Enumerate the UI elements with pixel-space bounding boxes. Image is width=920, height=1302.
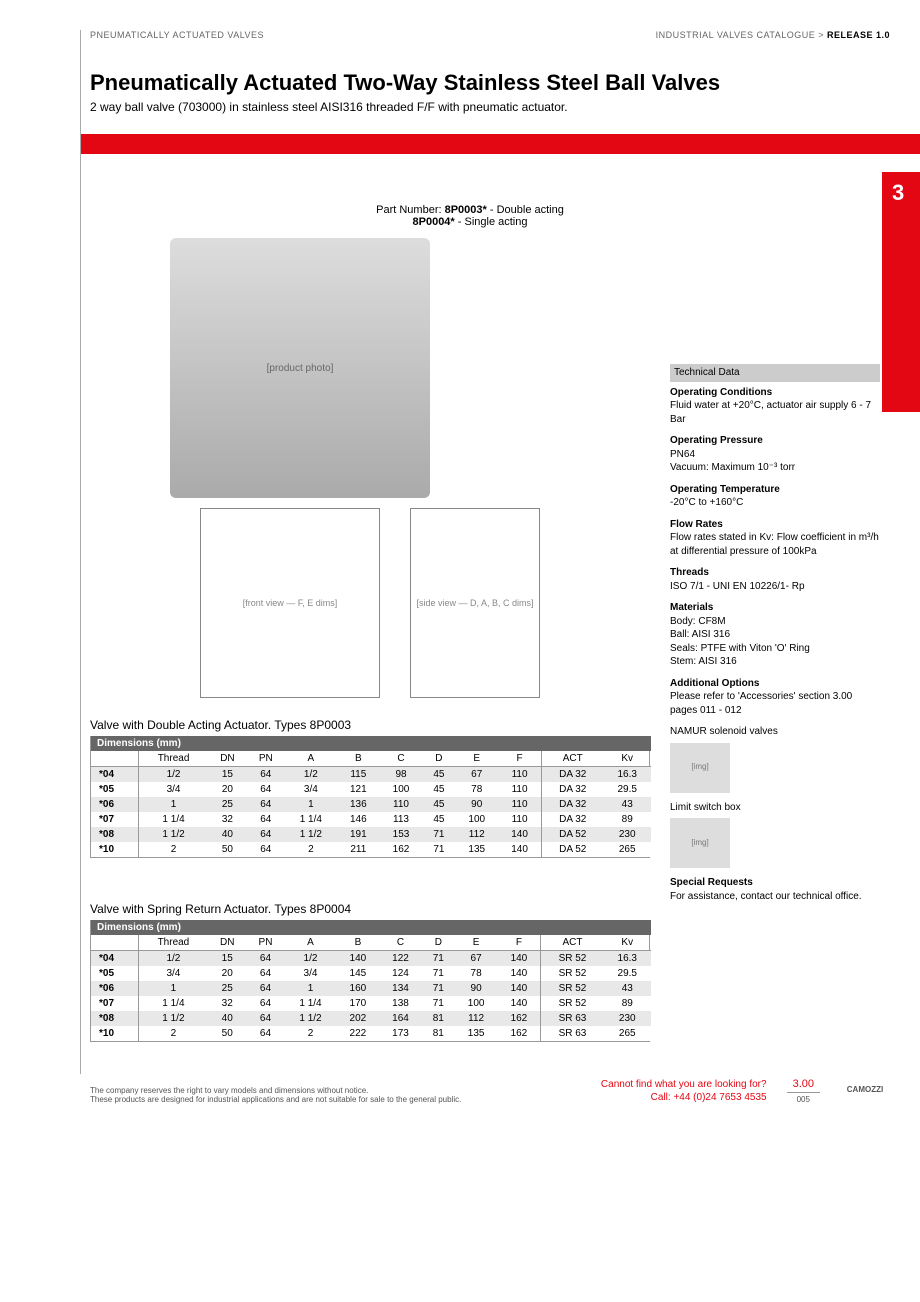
col-header <box>91 751 139 767</box>
tech-data-sidebar: Technical Data Operating ConditionsFluid… <box>670 174 880 1046</box>
running-header: PNEUMATICALLY ACTUATED VALVES INDUSTRIAL… <box>90 30 890 40</box>
tech-item: Flow RatesFlow rates stated in Kv: Flow … <box>670 518 880 559</box>
tech-item: MaterialsBody: CF8MBall: AISI 316Seals: … <box>670 601 880 669</box>
special-requests-heading: Special Requests <box>670 876 880 890</box>
col-header: DN <box>208 935 247 951</box>
section-number: 3 <box>882 172 920 206</box>
table-row: *041/215641/2115984567110DA 3216.3 <box>91 767 651 783</box>
col-header: D <box>422 751 455 767</box>
page-subtitle: 2 way ball valve (703000) in stainless s… <box>90 100 890 114</box>
diagram-side: [side view — D, A, B, C dims] <box>410 508 540 698</box>
col-header: B <box>337 751 380 767</box>
namur-image: [img] <box>670 743 730 793</box>
tech-item: Additional OptionsPlease refer to 'Acces… <box>670 677 880 718</box>
product-image: [product photo] <box>170 238 430 498</box>
page-number: 3.00 005 <box>787 1078 820 1104</box>
header-right: INDUSTRIAL VALVES CATALOGUE > RELEASE 1.… <box>656 30 890 40</box>
table-row: *071 1/432641 1/417013871100140SR 5289 <box>91 996 651 1011</box>
table1-header: Dimensions (mm) <box>91 736 651 751</box>
table-row: *081 1/240641 1/220216481112162SR 63230 <box>91 1011 651 1026</box>
col-header: B <box>337 935 380 951</box>
brand-logo: CAMOZZI <box>840 1074 890 1104</box>
table2-title: Valve with Spring Return Actuator. Types… <box>90 902 650 916</box>
table-row: *1025064221116271135140DA 52265 <box>91 842 651 857</box>
tech-item: ThreadsISO 7/1 - UNI EN 10226/1- Rp <box>670 566 880 593</box>
page-title: Pneumatically Actuated Two-Way Stainless… <box>90 70 890 96</box>
diagram-front: [front view — F, E dims] <box>200 508 380 698</box>
disclaimer: The company reserves the right to vary m… <box>90 1086 461 1104</box>
col-header: PN <box>247 935 285 951</box>
col-header: D <box>422 935 455 951</box>
section-tab: 3 <box>882 172 920 412</box>
col-header: A <box>284 935 336 951</box>
table2-header: Dimensions (mm) <box>91 920 651 935</box>
header-left: PNEUMATICALLY ACTUATED VALVES <box>90 30 264 40</box>
table-row: *061256411361104590110DA 3243 <box>91 797 651 812</box>
tech-item: Operating ConditionsFluid water at +20°C… <box>670 386 880 427</box>
col-header: F <box>498 751 542 767</box>
table-row: *053/420643/41451247178140SR 5229.5 <box>91 966 651 981</box>
part-numbers: Part Number: 8P0003* - Double acting 8P0… <box>290 204 650 228</box>
col-header: Kv <box>603 751 651 767</box>
table-row: *1025064222217381135162SR 63265 <box>91 1026 651 1041</box>
col-header: Kv <box>604 935 651 951</box>
dimension-diagrams: [front view — F, E dims] [side view — D,… <box>90 508 650 698</box>
col-header: C <box>379 935 422 951</box>
tech-header: Technical Data <box>670 364 880 382</box>
page-footer: The company reserves the right to vary m… <box>90 1066 890 1104</box>
col-header <box>91 935 138 951</box>
table-row: *053/420643/41211004578110DA 3229.5 <box>91 782 651 797</box>
limit-switch-label: Limit switch box <box>670 801 880 815</box>
special-requests-text: For assistance, contact our technical of… <box>670 891 862 902</box>
col-header: Thread <box>139 751 208 767</box>
red-divider <box>80 134 920 154</box>
table2: Dimensions (mm) ThreadDNPNABCDEFACTKv*04… <box>90 920 650 1042</box>
help-box: Cannot find what you are looking for? Ca… <box>601 1078 767 1104</box>
col-header: F <box>497 935 540 951</box>
tech-item: Operating PressurePN64Vacuum: Maximum 10… <box>670 434 880 475</box>
col-header: DN <box>208 751 247 767</box>
margin-rule <box>80 30 81 1074</box>
col-header: Thread <box>138 935 207 951</box>
table1-title: Valve with Double Acting Actuator. Types… <box>90 718 650 732</box>
tech-item: Operating Temperature-20°C to +160°C <box>670 483 880 510</box>
col-header: ACT <box>542 751 604 767</box>
col-header: E <box>455 751 498 767</box>
limit-switch-image: [img] <box>670 818 730 868</box>
col-header: A <box>285 751 337 767</box>
col-header: C <box>380 751 423 767</box>
col-header: PN <box>247 751 285 767</box>
table-row: *041/215641/21401227167140SR 5216.3 <box>91 951 651 967</box>
table-row: *071 1/432641 1/414611345100110DA 3289 <box>91 812 651 827</box>
col-header: E <box>455 935 498 951</box>
table1: Dimensions (mm) ThreadDNPNABCDEFACTKv*04… <box>90 736 650 858</box>
table-row: *061256411601347190140SR 5243 <box>91 981 651 996</box>
table-row: *081 1/240641 1/219115371112140DA 52230 <box>91 827 651 842</box>
col-header: ACT <box>541 935 604 951</box>
namur-label: NAMUR solenoid valves <box>670 725 880 739</box>
